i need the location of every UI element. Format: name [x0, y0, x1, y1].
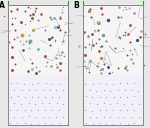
- Bar: [8, 5, 68, 125]
- Bar: [82, 75, 142, 125]
- Bar: [82, 5, 142, 125]
- Text: A: A: [0, 1, 4, 10]
- Text: B: B: [74, 1, 79, 10]
- Bar: [8, 75, 68, 125]
